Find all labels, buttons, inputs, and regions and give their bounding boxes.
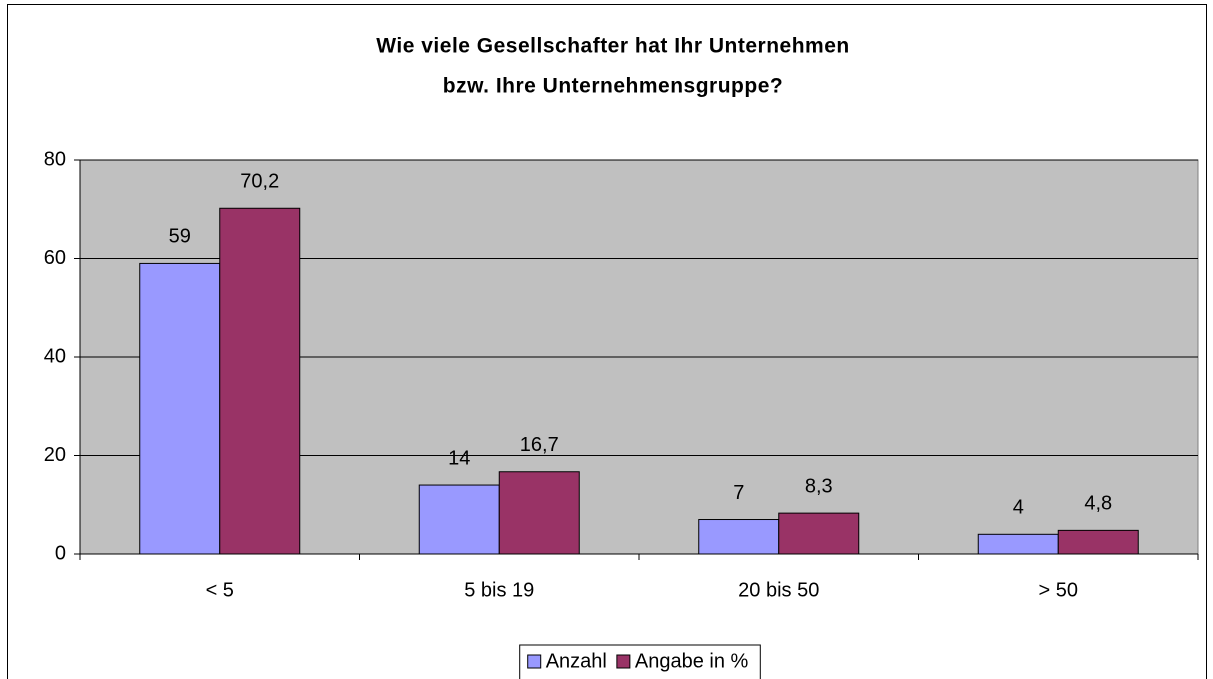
y-tick-label: 40 xyxy=(44,345,66,367)
x-tick-label: < 5 xyxy=(206,579,234,601)
data-label: 8,3 xyxy=(805,475,833,497)
bar xyxy=(418,484,500,555)
data-label: 7 xyxy=(733,482,744,504)
data-label: 16,7 xyxy=(520,434,559,456)
x-tick-label: > 50 xyxy=(1039,579,1078,601)
y-tick-label: 20 xyxy=(44,444,66,466)
x-tick-label: 5 bis 19 xyxy=(464,579,534,601)
bar xyxy=(498,471,580,555)
bar xyxy=(1057,529,1139,555)
bar xyxy=(139,262,221,555)
legend-label: Angabe in % xyxy=(635,650,749,672)
y-tick-label: 0 xyxy=(55,542,66,564)
chart-title: bzw. Ihre Unternehmensgruppe? xyxy=(443,75,783,98)
data-label: 14 xyxy=(448,447,470,469)
bar xyxy=(778,512,860,555)
legend-swatch xyxy=(527,654,542,669)
y-tick-label: 60 xyxy=(44,247,66,269)
y-tick-label: 80 xyxy=(44,148,66,170)
bar xyxy=(219,207,301,555)
x-tick-label: 20 bis 50 xyxy=(738,579,819,601)
bar xyxy=(698,519,780,555)
data-label: 4 xyxy=(1013,497,1024,519)
legend-label: Anzahl xyxy=(546,650,607,672)
chart-title: Wie viele Gesellschafter hat Ihr Unterne… xyxy=(376,35,849,58)
data-label: 4,8 xyxy=(1084,493,1112,515)
bar xyxy=(977,533,1059,555)
data-label: 70,2 xyxy=(240,171,279,193)
data-label: 59 xyxy=(169,226,191,248)
legend-box xyxy=(519,644,761,679)
legend-swatch xyxy=(616,654,631,669)
